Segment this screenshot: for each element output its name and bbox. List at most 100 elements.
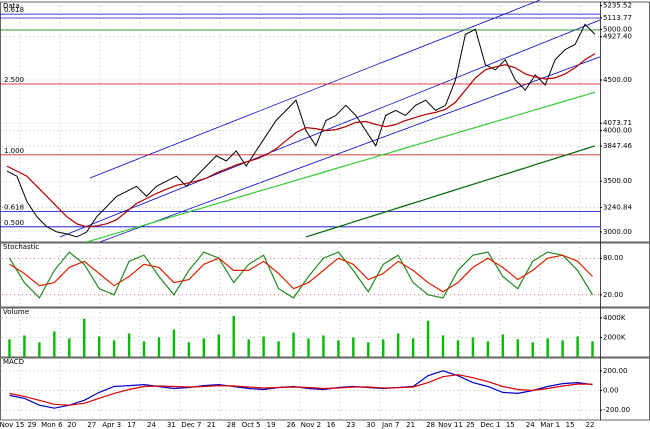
- x-tick-label: 19: [267, 421, 276, 429]
- bar: [97, 336, 101, 357]
- series-line: [8, 251, 594, 299]
- series-line: [9, 374, 593, 406]
- y-tick-label: 3847.46: [603, 142, 632, 150]
- y-tick-label: 5235.52: [603, 1, 632, 9]
- y-tick-label: 3000.00: [603, 228, 632, 236]
- panel-axis: [600, 242, 650, 308]
- series-line: [6, 23, 596, 238]
- x-tick-label: 28: [426, 421, 435, 429]
- bar: [53, 331, 56, 357]
- bar: [426, 320, 430, 357]
- y-tick-label: 3240.84: [603, 203, 632, 211]
- bar: [576, 336, 579, 357]
- y-tick-label: 4927.40: [603, 33, 632, 41]
- series-line: [9, 254, 593, 293]
- fib-label: 0.618: [4, 204, 24, 212]
- x-tick-label: Nov 15: [0, 421, 24, 429]
- x-tick-label: 17: [127, 421, 136, 429]
- bar: [561, 340, 564, 357]
- bar: [202, 338, 206, 357]
- y-tick-label: -200.00: [603, 406, 630, 414]
- bar: [127, 333, 131, 357]
- fib-label: 0.500: [4, 219, 24, 227]
- x-tick-label: 29: [27, 421, 36, 429]
- x-tick-label: Mar 1: [540, 421, 560, 429]
- bar: [112, 340, 116, 357]
- fib-label: 0.618: [4, 6, 24, 14]
- series-line: [6, 53, 596, 228]
- y-tick-label: 4000K: [603, 314, 626, 322]
- bar: [247, 339, 250, 357]
- channel-line: [59, 19, 601, 238]
- y-tick-label: 20.00: [603, 291, 623, 299]
- x-tick-label: 24: [526, 421, 535, 429]
- bar: [68, 338, 71, 357]
- fib-label: 1.000: [4, 147, 24, 155]
- x-tick-label: 27: [87, 421, 96, 429]
- x-tick-label: 28: [227, 421, 236, 429]
- x-tick-label: Dec 7: [181, 421, 201, 429]
- bar: [172, 329, 176, 357]
- y-tick-label: 0.00: [603, 386, 619, 394]
- bar: [471, 337, 475, 357]
- x-tick-label: 25: [466, 421, 475, 429]
- panel-axis: [600, 1, 650, 243]
- x-tick-label: 24: [147, 421, 156, 429]
- bar: [486, 341, 490, 357]
- bar: [307, 338, 310, 357]
- x-tick-label: 26: [287, 421, 296, 429]
- x-tick-label: Jan 7: [381, 421, 399, 429]
- x-tick-label: 30: [366, 421, 375, 429]
- series-line: [305, 145, 596, 238]
- y-tick-label: 4500.00: [603, 76, 632, 84]
- bar: [292, 332, 295, 357]
- bar: [83, 318, 86, 357]
- series-line: [86, 91, 596, 243]
- panel-axis: [600, 307, 650, 358]
- bar: [337, 340, 340, 357]
- x-tick-label: 16: [326, 421, 335, 429]
- bar: [38, 342, 41, 357]
- bar: [591, 341, 594, 357]
- bar: [516, 339, 519, 357]
- bar: [367, 342, 370, 357]
- y-tick-label: 3500.00: [603, 177, 632, 185]
- bar: [322, 335, 325, 357]
- panel-title: Data: [3, 2, 20, 10]
- y-tick-label: 200.00: [603, 367, 628, 375]
- bar: [232, 315, 235, 357]
- bar: [8, 339, 11, 357]
- x-tick-label: 15: [566, 421, 575, 429]
- panel-title: MACD: [3, 358, 24, 366]
- bar: [277, 341, 280, 357]
- x-tick-label: Mon 6: [41, 421, 63, 429]
- x-tick-label: Nov 11: [438, 421, 463, 429]
- bar: [411, 338, 415, 357]
- bar: [142, 341, 146, 357]
- bar: [531, 342, 534, 357]
- x-tick-label: Nov 2: [301, 421, 321, 429]
- panel-title: Volume: [3, 308, 29, 316]
- y-tick-label: 5000.00: [603, 25, 632, 33]
- bar: [456, 340, 460, 357]
- panel-axis: [600, 357, 650, 421]
- bar: [546, 338, 549, 357]
- bar: [396, 333, 400, 357]
- bar: [501, 334, 505, 357]
- x-tick-label: 22: [586, 421, 595, 429]
- x-tick-label: Oct 5: [242, 421, 261, 429]
- x-tick-label: 20: [67, 421, 76, 429]
- bar: [157, 337, 161, 357]
- bar: [441, 335, 445, 357]
- x-tick-label: 23: [346, 421, 355, 429]
- y-tick-label: 2000K: [603, 333, 626, 341]
- bar: [262, 336, 265, 357]
- x-tick-label: Apr 3: [102, 421, 121, 429]
- x-tick-label: 21: [406, 421, 415, 429]
- bar: [382, 339, 385, 357]
- fib-label: 2.500: [4, 76, 24, 84]
- y-tick-label: 5113.77: [603, 14, 632, 22]
- y-tick-label: 4073.71: [603, 119, 632, 127]
